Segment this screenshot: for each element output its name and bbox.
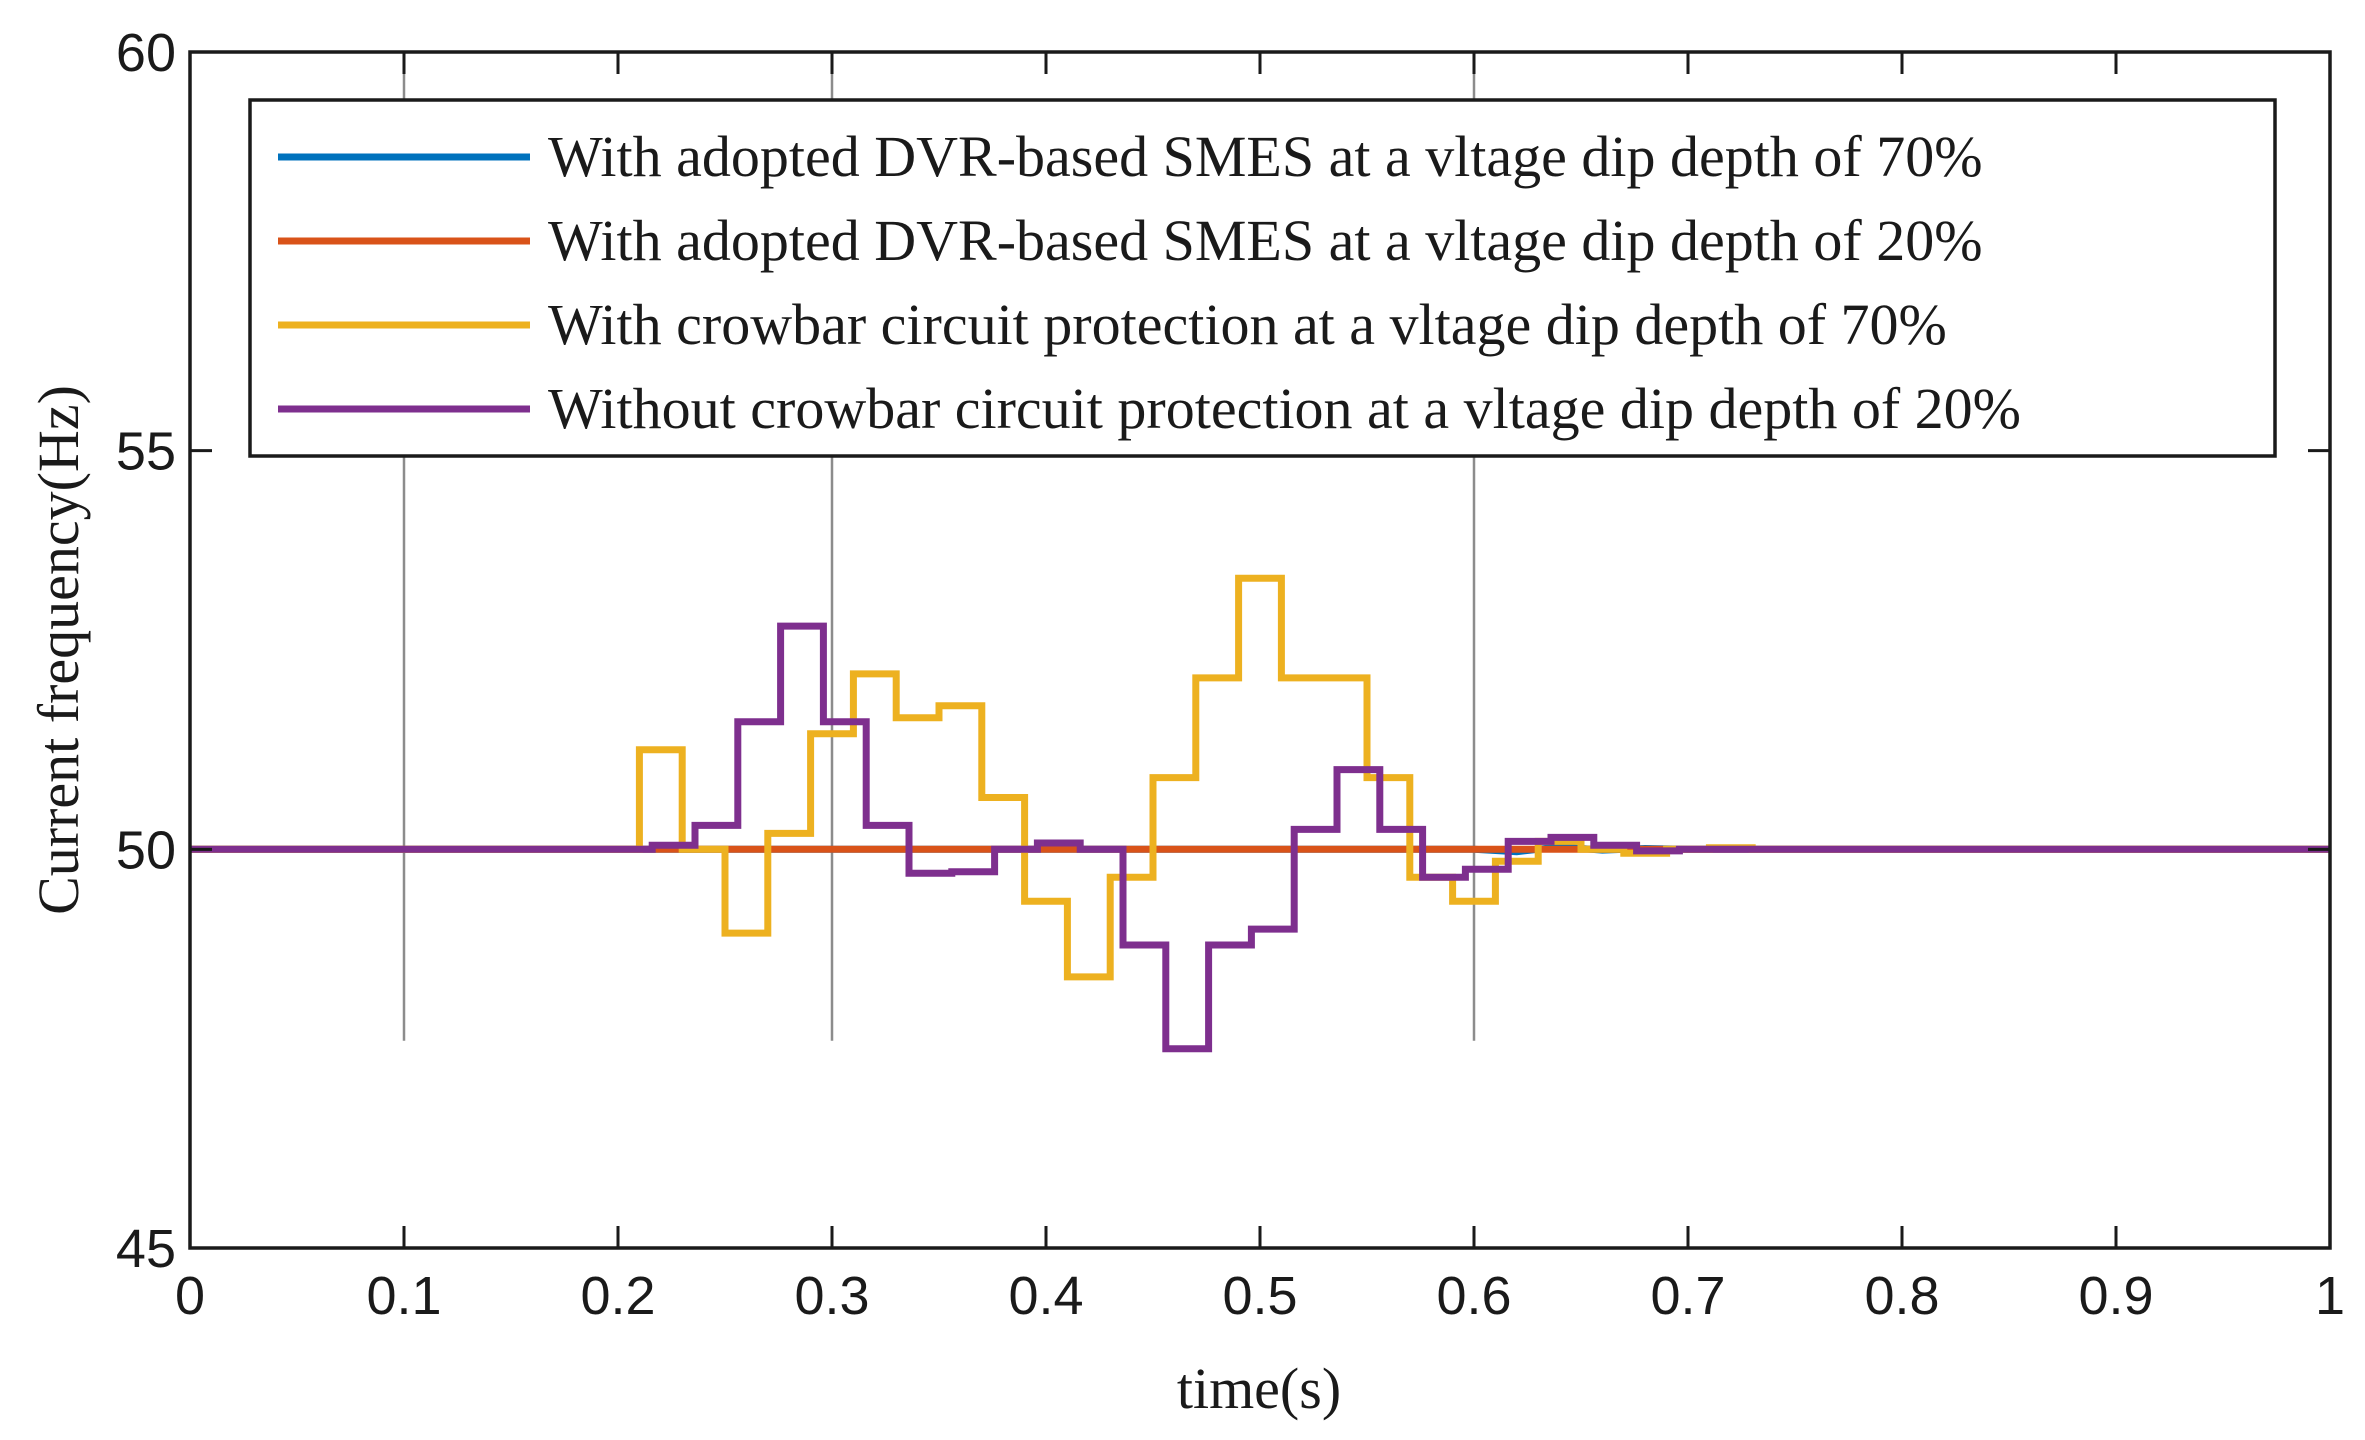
x-axis-ticks: 0 0.1 0.2 0.3 0.4 0.5 0.6 0.7 0.8 0.9 1 (175, 52, 2345, 1326)
x-tick-label: 1 (2315, 1266, 2345, 1326)
x-tick-label: 0.3 (794, 1266, 869, 1326)
x-tick-label: 0 (175, 1266, 205, 1326)
legend-entry-3: Without crowbar circuit protection at a … (548, 376, 2021, 441)
y-tick-label: 45 (116, 1219, 176, 1279)
legend-box (248, 98, 2277, 458)
y-tick-label: 55 (116, 422, 176, 482)
x-tick-label: 0.4 (1008, 1266, 1083, 1326)
y-tick-label: 60 (116, 23, 176, 83)
legend-entry-1: With adopted DVR-based SMES at a vltage … (548, 208, 1983, 273)
legend-entry-2: With crowbar circuit protection at a vlt… (548, 292, 1947, 357)
x-axis-label: time(s) (1177, 1356, 1341, 1421)
y-tick-label: 50 (116, 820, 176, 880)
x-tick-label: 0.7 (1650, 1266, 1725, 1326)
series-group (190, 574, 2330, 1053)
legend: With adopted DVR-based SMES at a vltage … (248, 98, 2277, 458)
y-axis-label: Current frequency(Hz) (26, 385, 91, 915)
x-tick-label: 0.8 (1864, 1266, 1939, 1326)
x-tick-label: 0.6 (1436, 1266, 1511, 1326)
legend-entry-0: With adopted DVR-based SMES at a vltage … (548, 124, 1983, 189)
y-axis-ticks: 45 50 55 60 (116, 23, 2330, 1279)
x-tick-label: 0.9 (2078, 1266, 2153, 1326)
series-line-2 (190, 574, 2330, 981)
x-tick-label: 0.1 (366, 1266, 441, 1326)
x-tick-label: 0.5 (1222, 1266, 1297, 1326)
x-tick-label: 0.2 (580, 1266, 655, 1326)
series-line-3 (190, 622, 2330, 1053)
